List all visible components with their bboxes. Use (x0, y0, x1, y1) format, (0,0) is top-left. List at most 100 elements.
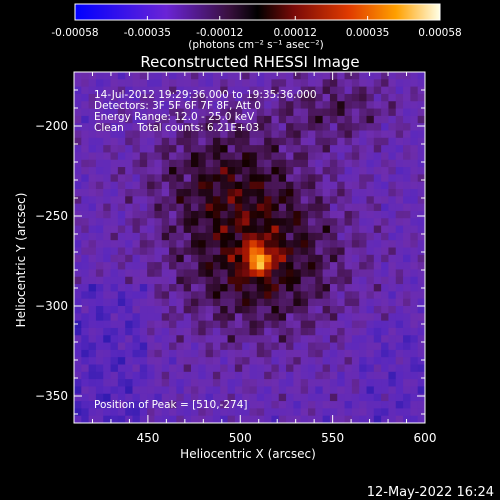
heatmap-cell (169, 298, 177, 307)
heatmap-cell (191, 247, 199, 256)
heatmap-cell (315, 115, 324, 124)
heatmap-cell (344, 393, 353, 402)
heatmap-cell (88, 189, 97, 197)
heatmap-cell (337, 72, 346, 80)
heatmap-cell (169, 159, 177, 168)
heatmap-cell (264, 247, 273, 256)
heatmap-cell (205, 247, 214, 256)
heatmap-cell (117, 196, 126, 205)
heatmap-cell (329, 379, 338, 388)
heatmap-cell (344, 218, 353, 227)
heatmap-cell (95, 93, 104, 102)
heatmap-cell (256, 152, 265, 161)
heatmap-cell (249, 291, 258, 300)
heatmap-cell (351, 218, 360, 227)
heatmap-cell (329, 130, 338, 139)
heatmap-cell (315, 145, 324, 154)
heatmap-cell (373, 218, 382, 227)
heatmap-cell (176, 86, 185, 95)
heatmap-cell (300, 284, 309, 292)
heatmap-cell (388, 276, 397, 285)
heatmap-cell (300, 232, 309, 241)
heatmap-cell (81, 371, 90, 380)
heatmap-cell (271, 189, 280, 197)
heatmap-cell (169, 210, 177, 219)
heatmap-cell (278, 393, 287, 402)
heatmap-cell (256, 137, 265, 146)
heatmap-cell (286, 357, 294, 366)
heatmap-cell (373, 181, 382, 190)
heatmap-cell (249, 371, 258, 380)
heatmap-cell (139, 386, 148, 395)
heatmap-cell (198, 306, 207, 314)
heatmap-cell (351, 240, 360, 249)
heatmap-cell (308, 247, 316, 256)
heatmap-cell (95, 247, 104, 256)
heatmap-cell (205, 137, 214, 146)
heatmap-cell (373, 123, 382, 132)
heatmap-cell (220, 115, 229, 124)
heatmap-cell (205, 159, 214, 168)
heatmap-cell (147, 210, 156, 219)
heatmap-cell (249, 93, 258, 102)
heatmap-cell (154, 306, 163, 314)
heatmap-cell (381, 254, 390, 263)
heatmap-cell (308, 159, 316, 168)
heatmap-cell (161, 79, 170, 88)
heatmap-cell (300, 379, 309, 388)
heatmap-cell (110, 306, 119, 314)
heatmap-cell (388, 415, 397, 423)
heatmap-cell (359, 284, 368, 292)
heatmap-cell (117, 130, 126, 139)
heatmap-cell (147, 379, 156, 388)
heatmap-cell (410, 240, 419, 249)
heatmap-cell (212, 327, 221, 336)
heatmap-cell (95, 159, 104, 168)
heatmap-cell (205, 291, 214, 300)
heatmap-cell (139, 291, 148, 300)
heatmap-cell (264, 123, 273, 132)
heatmap-cell (337, 130, 346, 139)
heatmap-cell (410, 203, 419, 212)
heatmap-cell (88, 167, 97, 175)
heatmap-cell (381, 240, 390, 249)
heatmap-cell (366, 291, 375, 300)
heatmap-cell (403, 335, 411, 344)
heatmap-cell (81, 159, 90, 168)
heatmap-cell (293, 137, 302, 146)
heatmap-cell (373, 247, 382, 256)
heatmap-cell (417, 72, 425, 80)
heatmap-cell (322, 225, 331, 234)
heatmap-cell (293, 401, 302, 409)
heatmap-cell (103, 225, 112, 234)
heatmap-cell (373, 93, 382, 102)
heatmap-cell (95, 123, 104, 132)
heatmap-cell (344, 357, 353, 366)
heatmap-cell (249, 335, 258, 344)
heatmap-cell (249, 72, 258, 80)
heatmap-cell (234, 327, 243, 336)
heatmap-cell (329, 72, 338, 80)
heatmap-cell (249, 203, 258, 212)
heatmap-cell (278, 349, 287, 358)
heatmap-cell (198, 93, 207, 102)
heatmap-cell (191, 108, 199, 117)
heatmap-cell (271, 313, 280, 322)
heatmap-cell (373, 401, 382, 409)
heatmap-cell (308, 379, 316, 388)
heatmap-cell (242, 276, 251, 285)
heatmap-cell (103, 254, 112, 263)
heatmap-cell (308, 101, 316, 110)
heatmap-cell (308, 269, 316, 278)
heatmap-cell (388, 371, 397, 380)
heatmap-cell (191, 327, 199, 336)
heatmap-cell (169, 386, 177, 395)
heatmap-cell (322, 108, 331, 117)
heatmap-cell (366, 123, 375, 132)
heatmap-cell (227, 386, 236, 395)
heatmap-cell (154, 247, 163, 256)
heatmap-cell (205, 152, 214, 161)
heatmap-cell (191, 415, 199, 423)
heatmap-cell (308, 298, 316, 307)
heatmap-cell (205, 196, 214, 205)
